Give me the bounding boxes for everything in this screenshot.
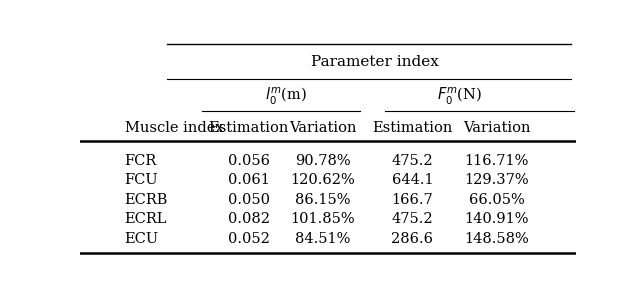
Text: 129.37%: 129.37% [465,173,529,187]
Text: 120.62%: 120.62% [291,173,355,187]
Text: 116.71%: 116.71% [465,154,529,168]
Text: 475.2: 475.2 [392,212,433,226]
Text: Parameter index: Parameter index [311,55,439,69]
Text: FCU: FCU [125,173,158,187]
Text: 86.15%: 86.15% [295,193,351,207]
Text: 66.05%: 66.05% [468,193,525,207]
Text: 0.082: 0.082 [228,212,269,226]
Text: ECRB: ECRB [125,193,168,207]
Text: ECU: ECU [125,232,159,246]
Text: 286.6: 286.6 [391,232,433,246]
Text: FCR: FCR [125,154,157,168]
Text: $l_0^m$(m): $l_0^m$(m) [265,86,307,107]
Text: $F_0^m$(N): $F_0^m$(N) [437,86,482,107]
Text: 0.061: 0.061 [228,173,269,187]
Text: 166.7: 166.7 [392,193,433,207]
Text: 84.51%: 84.51% [295,232,351,246]
Text: 0.052: 0.052 [228,232,269,246]
Text: Variation: Variation [463,121,531,134]
Text: ECRL: ECRL [125,212,167,226]
Text: 0.056: 0.056 [228,154,269,168]
Text: 475.2: 475.2 [392,154,433,168]
Text: 90.78%: 90.78% [295,154,351,168]
Text: 644.1: 644.1 [392,173,433,187]
Text: Muscle index: Muscle index [125,121,223,134]
Text: Estimation: Estimation [372,121,452,134]
Text: 148.58%: 148.58% [464,232,529,246]
Text: 140.91%: 140.91% [465,212,529,226]
Text: Variation: Variation [289,121,356,134]
Text: 0.050: 0.050 [228,193,269,207]
Text: 101.85%: 101.85% [291,212,355,226]
Text: Estimation: Estimation [209,121,289,134]
